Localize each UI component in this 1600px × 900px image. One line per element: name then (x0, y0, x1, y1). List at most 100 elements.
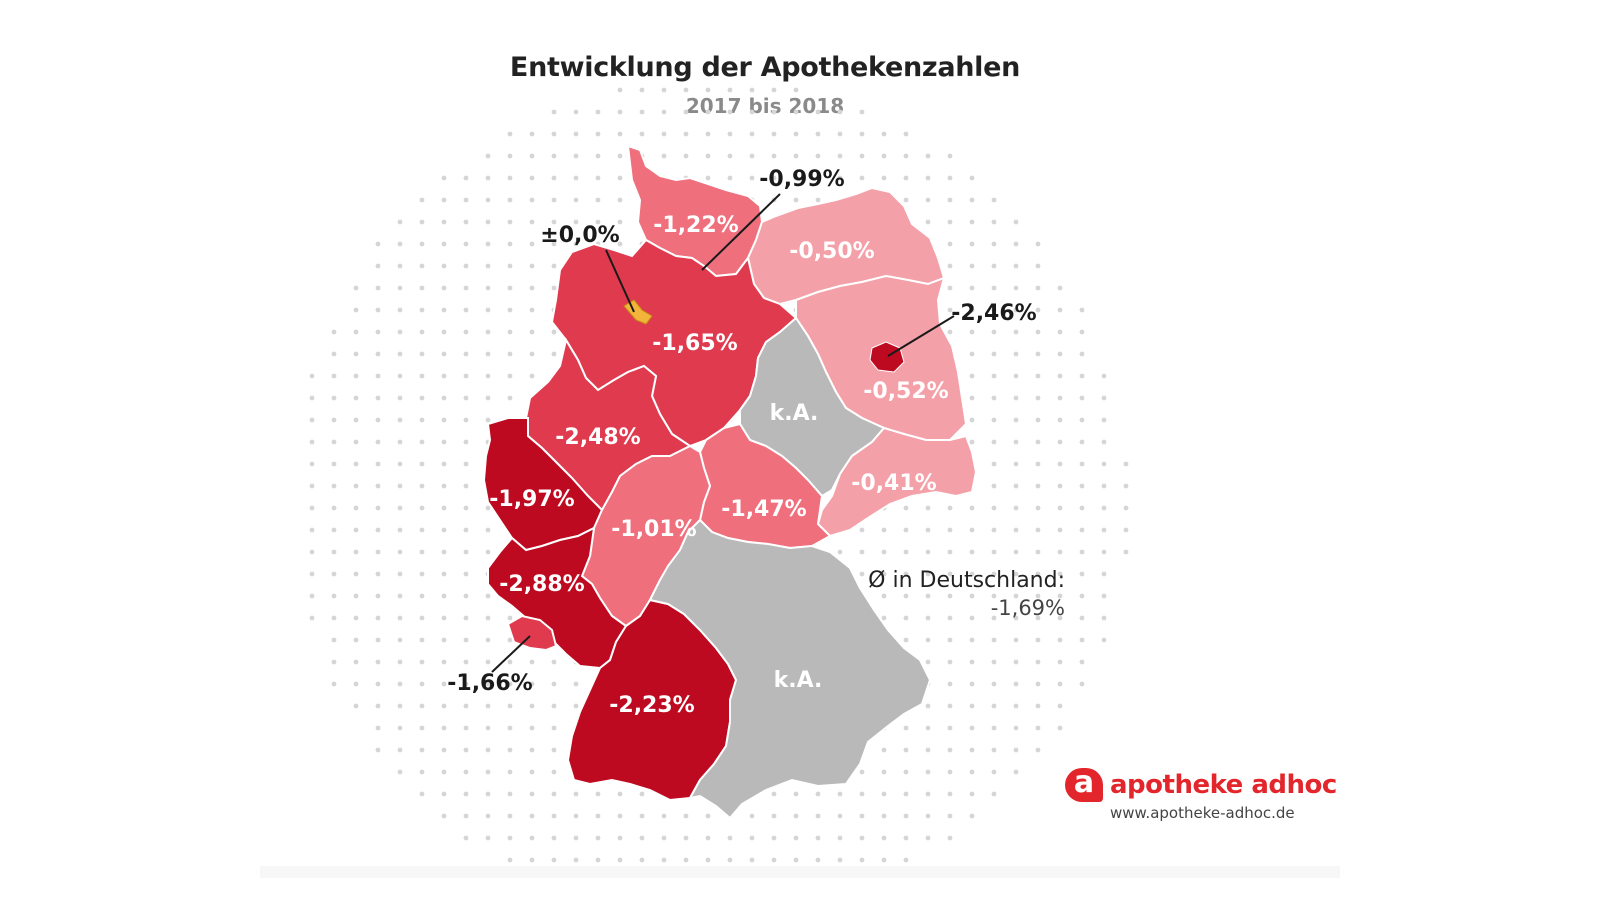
background-dot (969, 725, 975, 731)
background-dot (551, 703, 557, 709)
background-dot (485, 373, 491, 379)
background-dot (1035, 351, 1041, 357)
background-dot (705, 109, 711, 115)
background-dot (969, 395, 975, 401)
background-dot (573, 791, 579, 797)
label-baden-wuerttemberg: -2,23% (609, 693, 694, 718)
background-dot (969, 769, 975, 775)
background-dot (1101, 483, 1107, 489)
background-dot (925, 153, 931, 159)
background-dot (441, 659, 447, 665)
background-dot (485, 747, 491, 753)
background-dot (639, 87, 645, 93)
background-dot (903, 835, 909, 841)
background-dot (749, 131, 755, 137)
background-dot (375, 549, 381, 555)
background-dot (859, 153, 865, 159)
background-dot (1035, 329, 1041, 335)
background-dot (639, 857, 645, 863)
background-dot (1035, 263, 1041, 269)
background-dot (573, 131, 579, 137)
background-dot (969, 263, 975, 269)
background-dot (353, 527, 359, 533)
background-dot (1057, 703, 1063, 709)
background-dot (925, 527, 931, 533)
background-dot (463, 659, 469, 665)
background-dot (991, 505, 997, 511)
background-dot (991, 373, 997, 379)
background-dot (1079, 571, 1085, 577)
background-dot (353, 637, 359, 643)
leader-berlin (887, 315, 955, 357)
background-dot (309, 461, 315, 467)
background-dot (375, 373, 381, 379)
brand-block: a apotheke adhoc www.apotheke-adhoc.de (1065, 768, 1337, 828)
background-dot (925, 219, 931, 225)
background-dot (507, 241, 513, 247)
background-dot (1079, 681, 1085, 687)
background-dot (397, 395, 403, 401)
background-dot (947, 263, 953, 269)
background-dot (1035, 395, 1041, 401)
background-dot (661, 131, 667, 137)
background-dot (727, 87, 733, 93)
background-dot (463, 219, 469, 225)
background-dot (947, 175, 953, 181)
background-dot (1013, 219, 1019, 225)
background-dot (529, 307, 535, 313)
background-dot (463, 329, 469, 335)
background-dot (595, 813, 601, 819)
background-dot (991, 241, 997, 247)
background-dot (617, 87, 623, 93)
background-dot (925, 593, 931, 599)
background-dot (551, 197, 557, 203)
background-dot (947, 681, 953, 687)
background-dot (705, 857, 711, 863)
background-dot (507, 285, 513, 291)
background-dot (947, 615, 953, 621)
background-dot (1035, 725, 1041, 731)
background-dot (331, 527, 337, 533)
background-dot (1013, 549, 1019, 555)
background-dot (793, 109, 799, 115)
background-dot (1079, 637, 1085, 643)
background-dot (507, 813, 513, 819)
background-dot (441, 681, 447, 687)
background-dot (969, 241, 975, 247)
background-dot (441, 417, 447, 423)
background-dot (441, 813, 447, 819)
background-dot (1079, 395, 1085, 401)
background-dot (705, 87, 711, 93)
background-dot (771, 153, 777, 159)
background-dot (485, 219, 491, 225)
background-dot (529, 285, 535, 291)
background-dot (441, 637, 447, 643)
background-dot (551, 351, 557, 357)
background-dot (529, 175, 535, 181)
background-dot (529, 769, 535, 775)
label-bremen: ±0,0% (540, 223, 619, 248)
background-dot (441, 483, 447, 489)
background-dot (331, 373, 337, 379)
background-dot (419, 197, 425, 203)
background-dot (1013, 593, 1019, 599)
background-dot (793, 175, 799, 181)
background-dot (991, 285, 997, 291)
background-dot (419, 725, 425, 731)
background-dot (375, 659, 381, 665)
background-dot (419, 659, 425, 665)
background-dot (683, 835, 689, 841)
background-dot (837, 131, 843, 137)
background-dot (925, 549, 931, 555)
background-dot (617, 197, 623, 203)
background-dot (815, 835, 821, 841)
background-dot (331, 483, 337, 489)
background-dot (353, 439, 359, 445)
background-dot (749, 109, 755, 115)
background-dot (485, 175, 491, 181)
background-dot (969, 813, 975, 819)
background-dot (749, 813, 755, 819)
background-dot (573, 703, 579, 709)
background-dot (507, 835, 513, 841)
background-dot (969, 549, 975, 555)
